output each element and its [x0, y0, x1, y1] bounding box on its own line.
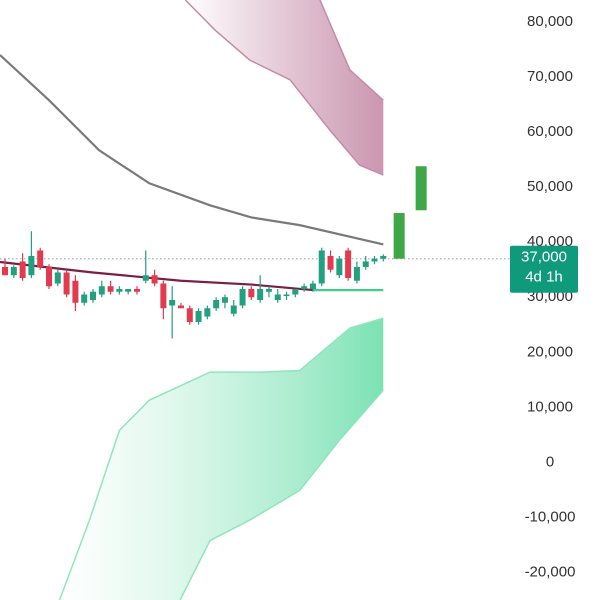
band-edge	[58, 317, 384, 600]
candle-body	[248, 288, 255, 298]
candle-body	[283, 294, 290, 296]
candle-body	[265, 288, 272, 292]
price-badge	[510, 245, 578, 293]
price-label: 37,000	[521, 249, 567, 266]
y-tick-label: 50,000	[527, 178, 573, 195]
overlay-line	[0, 54, 384, 246]
y-axis: -20,000-10,000010,00020,00030,00040,0005…	[525, 13, 576, 580]
candle-body	[380, 255, 387, 259]
candle-body	[54, 272, 61, 284]
candle-body	[116, 288, 123, 292]
candle-body	[37, 250, 44, 267]
candle-body	[28, 255, 35, 276]
plot-area	[0, 0, 510, 600]
candle-body	[89, 291, 96, 300]
candle-body	[230, 305, 237, 314]
candle-body	[353, 266, 360, 281]
candle-body	[46, 266, 53, 287]
candle-body	[125, 288, 132, 292]
candle-body	[160, 283, 167, 309]
y-tick-label: 60,000	[527, 123, 573, 140]
candle-body	[274, 294, 281, 300]
band-fill	[185, 0, 384, 176]
y-tick-label: -10,000	[525, 508, 576, 525]
candle-body	[177, 305, 184, 309]
candle-body	[301, 286, 308, 289]
candle-body	[362, 261, 369, 267]
candle-body	[72, 280, 79, 303]
projection-bar	[415, 166, 427, 211]
band-edge	[184, 0, 384, 176]
candle-body	[195, 311, 202, 323]
y-tick-label: 0	[546, 453, 554, 470]
y-tick-label: 10,000	[527, 398, 573, 415]
projection-bar	[393, 213, 405, 259]
candle-body	[19, 261, 26, 278]
candle-body	[63, 272, 70, 295]
candle-body	[2, 266, 9, 276]
candle-body	[345, 250, 352, 278]
candle-body	[292, 288, 299, 295]
candle-body	[204, 308, 211, 317]
candle-body	[10, 266, 17, 276]
candle-body	[327, 255, 334, 270]
candle-body	[239, 288, 246, 306]
countdown-label: 4d 1h	[525, 269, 563, 286]
y-tick-label: 70,000	[527, 68, 573, 85]
candle-body	[107, 286, 114, 292]
candle-body	[133, 288, 140, 292]
candle-body	[81, 294, 88, 303]
band-edge	[179, 389, 384, 600]
overlay-line	[0, 260, 314, 292]
candle-body	[213, 300, 220, 309]
candle-body	[169, 300, 176, 306]
candle-body	[142, 275, 149, 281]
y-tick-label: 20,000	[527, 343, 573, 360]
band-fill	[59, 318, 384, 600]
candle-body	[336, 258, 343, 276]
candle-body	[257, 288, 264, 300]
candle-body	[151, 275, 158, 284]
candle-body	[318, 250, 325, 284]
y-tick-label: -20,000	[525, 563, 576, 580]
band-edge	[319, 0, 384, 101]
candle-body	[98, 286, 105, 295]
candle-body	[309, 283, 316, 289]
candle-body	[371, 258, 378, 262]
y-tick-label: 80,000	[527, 13, 573, 30]
candle-body	[186, 308, 193, 323]
candle-body	[221, 297, 228, 303]
